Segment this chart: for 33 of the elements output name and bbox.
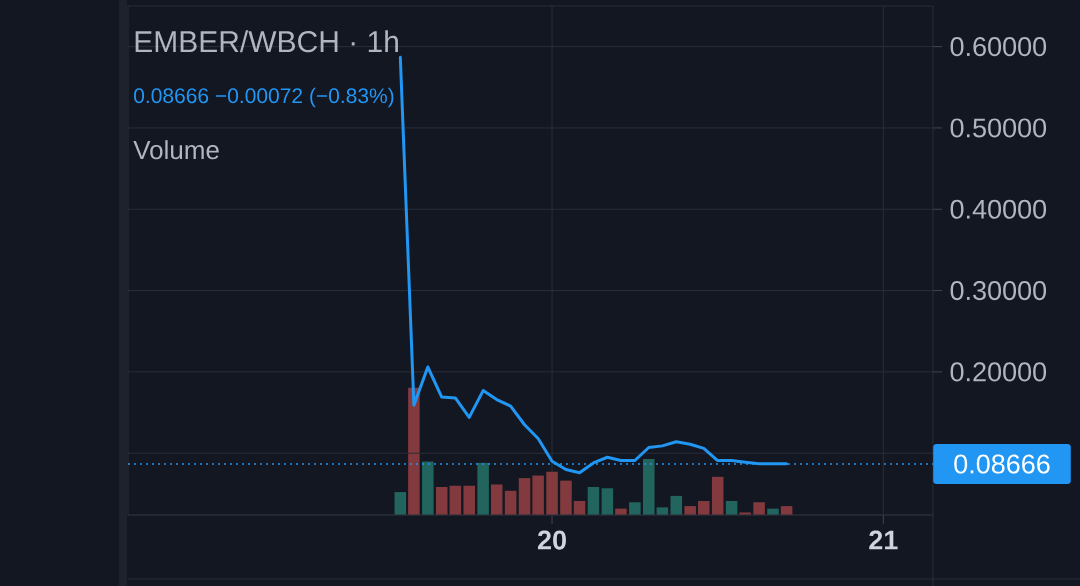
text: EMBER/WBCH · 1h xyxy=(135,30,398,53)
text: 0.08666 −0.00072 (−0.83%) xyxy=(134,87,394,108)
chart-title: Volume xyxy=(133,140,219,160)
bar xyxy=(394,492,407,515)
bar xyxy=(435,486,448,515)
y-tick-label: 0.60000 xyxy=(950,37,1047,57)
bar xyxy=(408,387,420,515)
bar xyxy=(449,485,462,515)
bar xyxy=(490,484,503,515)
bar xyxy=(753,502,765,515)
bar xyxy=(601,488,614,515)
ref-line-label: 0.08666 xyxy=(954,454,1050,474)
bar xyxy=(518,478,531,515)
bar xyxy=(711,476,724,515)
bar xyxy=(504,490,517,515)
y-tick-label: 0.30000 xyxy=(950,281,1047,301)
y-tick-label: 0.40000 xyxy=(950,199,1047,219)
y-tick-label: 0.20000 xyxy=(950,362,1047,382)
bar xyxy=(684,506,696,515)
bar xyxy=(546,471,558,515)
bar xyxy=(477,462,489,515)
bar xyxy=(587,486,600,515)
bar xyxy=(463,485,475,515)
bar xyxy=(532,475,544,515)
bar xyxy=(560,480,572,515)
bar xyxy=(643,459,655,515)
bar xyxy=(422,461,434,515)
bar xyxy=(698,500,710,515)
x-tick-label: 20 xyxy=(537,530,566,550)
bar xyxy=(629,502,641,515)
x-tick-label: 21 xyxy=(869,530,898,550)
bar xyxy=(670,495,683,515)
y-tick-label: 0.50000 xyxy=(950,118,1047,138)
